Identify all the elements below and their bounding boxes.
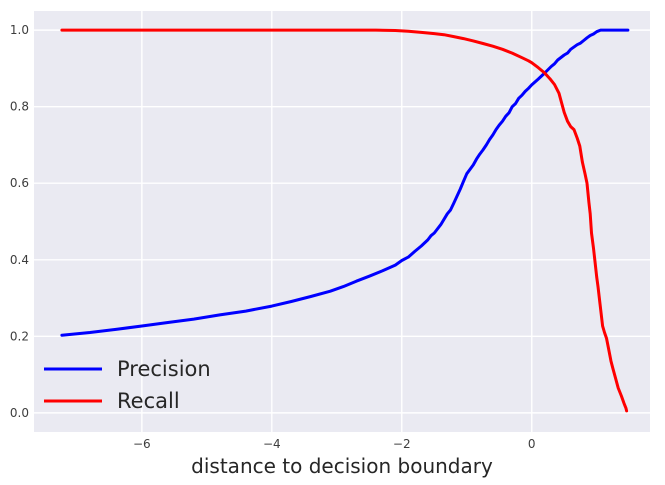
x-tick-label: 0 bbox=[528, 437, 536, 451]
y-tick-label: 0.8 bbox=[10, 100, 29, 114]
y-tick-labels: 0.0 0.2 0.4 0.6 0.8 1.0 bbox=[10, 23, 29, 420]
y-tick-label: 0.6 bbox=[10, 176, 29, 190]
legend-label-precision: Precision bbox=[117, 357, 211, 381]
x-axis-label: distance to decision boundary bbox=[191, 454, 493, 478]
legend-label-recall: Recall bbox=[117, 389, 180, 413]
y-tick-label: 0.0 bbox=[10, 406, 29, 420]
plot-area bbox=[34, 11, 650, 432]
legend: Precision Recall bbox=[44, 357, 211, 413]
x-tick-labels: −6 −4 −2 0 bbox=[133, 437, 536, 451]
y-tick-label: 0.2 bbox=[10, 329, 29, 343]
x-tick-label: −4 bbox=[263, 437, 281, 451]
x-tick-label: −2 bbox=[393, 437, 411, 451]
x-tick-label: −6 bbox=[133, 437, 151, 451]
series-line-recall bbox=[60, 28, 629, 413]
series-lines bbox=[60, 28, 630, 413]
y-tick-label: 1.0 bbox=[10, 23, 29, 37]
series-line-precision bbox=[60, 28, 630, 337]
y-tick-label: 0.4 bbox=[10, 253, 29, 267]
